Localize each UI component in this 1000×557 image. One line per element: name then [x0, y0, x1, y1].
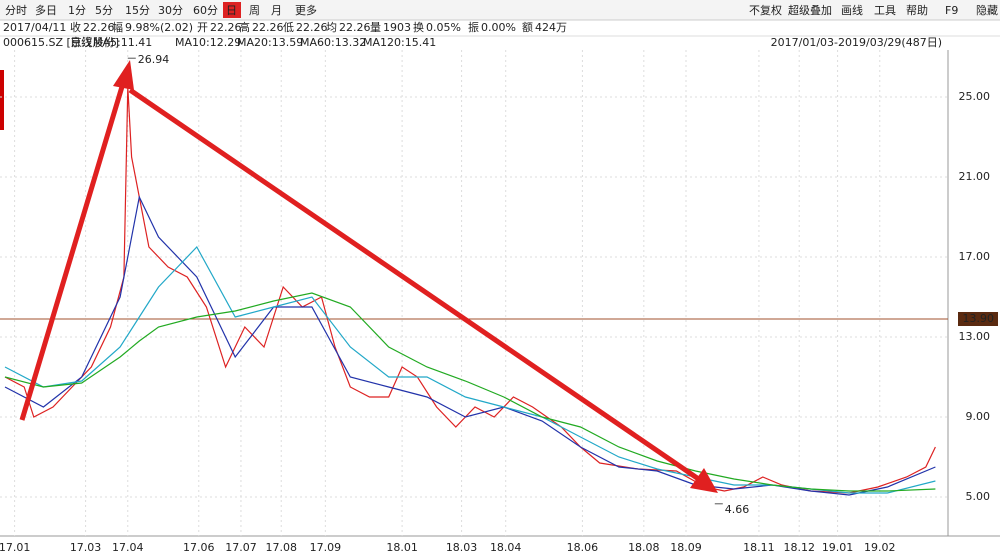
info-value: 22.26	[210, 21, 242, 34]
period: 日线	[70, 35, 92, 49]
tool-button[interactable]: 工具	[874, 4, 896, 17]
ma-legend: MA120:15.41	[363, 36, 436, 49]
x-tick-label: 18.03	[446, 541, 478, 554]
series-line	[4, 86, 936, 494]
info-label: 幅	[112, 21, 123, 34]
x-tick-label: 18.08	[628, 541, 660, 554]
info-label: 开	[197, 21, 208, 34]
tool-button[interactable]: 隐藏	[976, 4, 998, 17]
info-value: 0.00%	[481, 21, 516, 34]
series-line	[4, 292, 936, 492]
info-label: 低	[283, 21, 294, 34]
tool-button[interactable]: 帮助	[906, 3, 928, 17]
x-tick-label: 17.03	[70, 541, 102, 554]
active-tab	[223, 2, 241, 18]
arrow-down	[128, 87, 702, 483]
info-value: 424万	[535, 21, 567, 34]
side-marker	[0, 70, 4, 130]
plot	[0, 50, 948, 536]
trend-arrows	[19, 60, 718, 493]
tab[interactable]: 1分	[68, 4, 86, 17]
date-range: 2017/01/03-2019/03/29(487日)	[771, 36, 942, 49]
tab[interactable]: 30分	[158, 4, 183, 17]
tab[interactable]: 分时	[5, 4, 27, 17]
info-value: 1903	[383, 21, 411, 34]
x-tick-label: 18.04	[490, 541, 522, 554]
x-tick-label: 17.01	[0, 541, 30, 554]
symbol: 000615.SZ [京汉股份]	[3, 35, 119, 49]
info-value: 9.98%(2.02)	[125, 21, 193, 34]
reference-label: 13.90	[963, 312, 995, 325]
x-tick-label: 18.11	[743, 541, 775, 554]
arrow-head	[113, 60, 134, 90]
y-tick-label: 17.00	[959, 250, 991, 263]
reference-box	[958, 312, 998, 326]
arrow-up	[19, 79, 127, 421]
tab[interactable]: 日	[226, 4, 237, 17]
x-tick-label: 17.08	[265, 541, 297, 554]
tab[interactable]: 更多	[295, 3, 317, 17]
arrow-head	[690, 468, 718, 493]
x-tick-label: 18.12	[783, 541, 815, 554]
series-line	[4, 245, 936, 494]
info-label: 换	[413, 20, 424, 34]
x-tick-label: 18.06	[567, 541, 599, 554]
info-value: 22.26	[83, 21, 115, 34]
info-value: 22.26	[296, 21, 328, 34]
x-tick-label: 18.01	[386, 541, 418, 554]
tab[interactable]: 60分	[193, 4, 218, 17]
info-label: 收	[70, 20, 81, 34]
y-tick-label: 5.00	[966, 490, 991, 503]
tab[interactable]: 多日	[35, 3, 57, 17]
info-value: 22.26	[339, 21, 371, 34]
y-tick-label: 13.00	[959, 330, 991, 343]
info-label: 均	[326, 21, 337, 34]
x-tick-label: 17.06	[183, 541, 215, 554]
info-date: 2017/04/11	[3, 21, 66, 34]
ma-legend: MA60:13.32	[300, 36, 366, 49]
x-tick-label: 19.02	[864, 541, 896, 554]
tab[interactable]: 5分	[95, 4, 113, 17]
tool-button[interactable]: 画线	[841, 3, 863, 17]
tab[interactable]: 周	[249, 4, 260, 17]
x-tick-label: 17.09	[310, 541, 342, 554]
info-value: 22.26	[252, 21, 284, 34]
y-tick-label: 9.00	[966, 410, 991, 423]
info-label: 额	[522, 21, 533, 34]
toolbar-bg	[0, 0, 1000, 20]
ma-legend: MA10:12.29	[175, 36, 241, 49]
info-value: 0.05%	[426, 21, 461, 34]
x-tick-label: 17.07	[225, 541, 257, 554]
y-tick-label: 25.00	[959, 90, 991, 103]
tool-button[interactable]: 超级叠加	[788, 3, 832, 17]
tool-button[interactable]: 不复权	[749, 3, 782, 17]
annotation-label: 26.94	[138, 53, 170, 66]
y-tick-label: 21.00	[959, 170, 991, 183]
series-line	[4, 195, 936, 496]
ma-legend: MA5:11.41	[93, 36, 152, 49]
tab[interactable]: 15分	[125, 4, 150, 17]
ma-legend: MA20:13.59	[237, 36, 303, 49]
info-label: 量	[370, 21, 381, 34]
info-label: 高	[239, 20, 250, 34]
x-tick-label: 18.09	[670, 541, 702, 554]
annotation-label: 4.66	[725, 503, 750, 516]
tab[interactable]: 月	[271, 4, 282, 17]
tool-button[interactable]: F9	[945, 4, 958, 17]
info-label: 振	[468, 20, 479, 34]
x-tick-label: 19.01	[822, 541, 854, 554]
x-tick-label: 17.04	[112, 541, 144, 554]
